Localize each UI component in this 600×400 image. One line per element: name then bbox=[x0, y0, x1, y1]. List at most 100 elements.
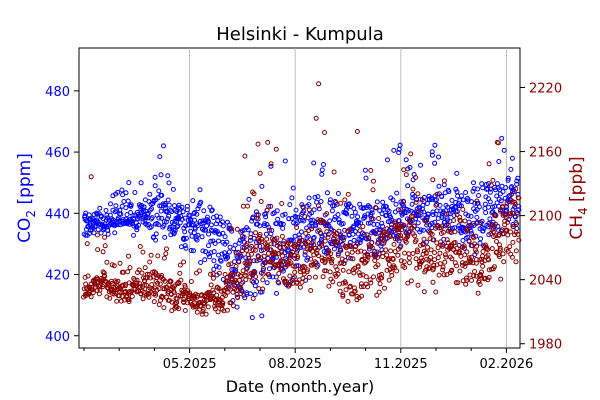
ch4-point bbox=[340, 237, 346, 243]
ch4-point bbox=[215, 309, 221, 315]
ch4-point bbox=[367, 277, 373, 283]
ch4-point bbox=[161, 305, 167, 311]
co2-point bbox=[153, 231, 159, 237]
ch4-point bbox=[273, 146, 279, 152]
co2-point bbox=[385, 157, 390, 163]
ch4-point bbox=[153, 270, 159, 276]
co2-point bbox=[357, 240, 363, 246]
ch4-point bbox=[513, 248, 519, 254]
ch4-point bbox=[425, 244, 430, 250]
ch4-point bbox=[177, 270, 183, 276]
co2-point bbox=[195, 206, 201, 212]
co2-point bbox=[305, 255, 311, 261]
ch4-point bbox=[466, 239, 472, 245]
co2-point bbox=[195, 232, 201, 238]
co2-point bbox=[131, 223, 137, 229]
ch4-point bbox=[332, 233, 338, 239]
ch4-point bbox=[187, 290, 193, 296]
ch4-point bbox=[380, 250, 386, 256]
ch4-point bbox=[513, 186, 519, 192]
ch4-point bbox=[326, 283, 332, 289]
co2-point bbox=[282, 211, 288, 217]
ch4-point bbox=[255, 141, 261, 147]
ch4-point bbox=[412, 233, 417, 239]
co2-point bbox=[165, 216, 171, 222]
right-axis-label-unit: [ppb] bbox=[567, 156, 587, 207]
ch4-point bbox=[264, 244, 270, 249]
co2-point bbox=[259, 183, 265, 189]
co2-point bbox=[226, 222, 232, 228]
co2-point bbox=[156, 215, 162, 221]
co2-point bbox=[108, 201, 113, 207]
co2-point bbox=[311, 207, 317, 213]
ch4-point bbox=[415, 282, 421, 288]
ch4-point bbox=[269, 260, 275, 265]
ch4-point bbox=[471, 235, 477, 241]
ch4-point bbox=[235, 295, 241, 300]
ch4-point bbox=[324, 229, 330, 235]
ch4-point bbox=[210, 287, 216, 293]
ch4-point bbox=[316, 203, 321, 209]
co2-point bbox=[257, 223, 263, 229]
co2-point bbox=[252, 283, 258, 289]
ch4-point bbox=[211, 290, 217, 296]
ch4-point bbox=[163, 251, 169, 257]
left-tick-label: 400 bbox=[45, 330, 70, 345]
ch4-point bbox=[335, 252, 341, 258]
ch4-point bbox=[401, 259, 407, 265]
co2-point bbox=[138, 180, 144, 186]
ch4-point bbox=[413, 237, 419, 243]
co2-point bbox=[162, 234, 168, 240]
co2-point bbox=[280, 212, 286, 218]
ch4-point bbox=[309, 226, 315, 232]
ch4-point bbox=[451, 218, 457, 223]
ch4-point bbox=[142, 265, 148, 271]
ch4-point bbox=[368, 280, 374, 286]
ch4-point bbox=[264, 207, 270, 213]
co2-point bbox=[246, 196, 252, 202]
right-axis-label-sub: 4 bbox=[576, 207, 590, 215]
ch4-point bbox=[287, 282, 293, 287]
ch4-point bbox=[164, 246, 169, 252]
ch4-point bbox=[377, 281, 383, 287]
ch4-point bbox=[413, 256, 419, 262]
ch4-point bbox=[178, 277, 184, 283]
co2-point bbox=[445, 217, 450, 223]
co2-point bbox=[365, 220, 371, 226]
co2-point bbox=[269, 228, 275, 233]
ch4-point bbox=[151, 299, 157, 305]
ch4-point bbox=[440, 264, 446, 270]
co2-point bbox=[432, 142, 438, 148]
co2-point bbox=[332, 214, 338, 220]
ch4-point bbox=[351, 270, 357, 276]
ch4-point bbox=[102, 273, 108, 279]
ch4-point bbox=[275, 240, 281, 246]
right-tick-label: 2040 bbox=[529, 274, 562, 289]
ch4-point bbox=[257, 232, 263, 237]
ch4-point bbox=[133, 283, 139, 289]
ch4-point bbox=[441, 229, 446, 235]
co2-point bbox=[352, 209, 358, 215]
ch4-point bbox=[443, 254, 449, 260]
ch4-point bbox=[331, 169, 337, 175]
ch4-point bbox=[474, 243, 479, 249]
ch4-point bbox=[234, 226, 240, 232]
co2-point bbox=[131, 232, 136, 238]
ch4-point bbox=[403, 239, 409, 245]
co2-point bbox=[498, 198, 504, 204]
co2-point bbox=[404, 206, 410, 212]
ch4-point bbox=[375, 254, 381, 260]
ch4-point bbox=[210, 271, 216, 277]
ch4-point bbox=[240, 233, 246, 239]
ch4-point bbox=[330, 279, 336, 285]
ch4-point bbox=[328, 251, 334, 257]
ch4-point bbox=[388, 269, 394, 275]
co2-point bbox=[310, 217, 316, 223]
ch4-point bbox=[398, 233, 404, 239]
co2-point bbox=[489, 210, 495, 216]
ch4-point bbox=[464, 249, 470, 255]
ch4-point bbox=[244, 241, 250, 247]
ch4-point bbox=[231, 303, 236, 309]
co2-point bbox=[306, 202, 312, 208]
ch4-point bbox=[489, 246, 495, 252]
